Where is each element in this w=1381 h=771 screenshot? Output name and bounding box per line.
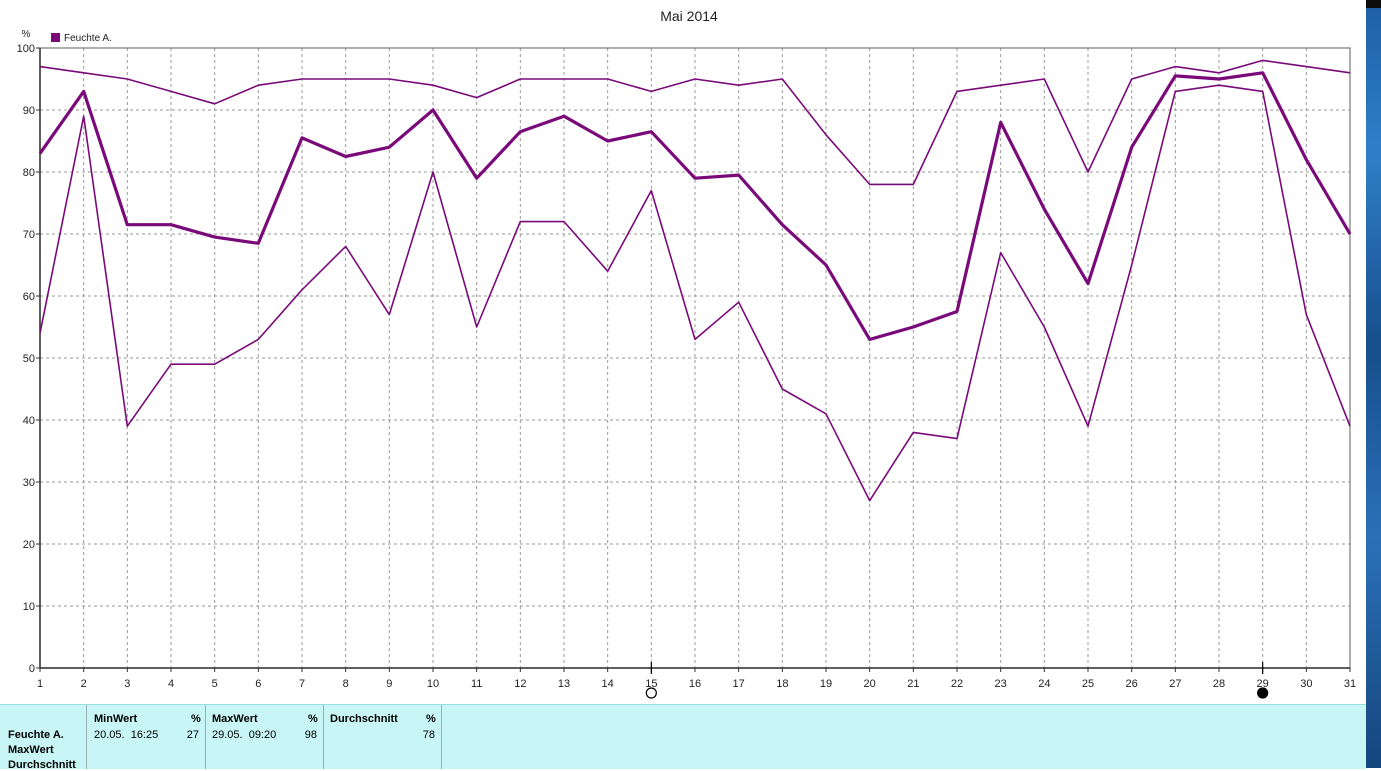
stats-row-series: Feuchte A. — [8, 729, 64, 741]
y-tick-label: 80 — [23, 167, 35, 179]
window-edge-strip — [1366, 0, 1381, 768]
legend-swatch — [51, 33, 60, 42]
x-tick-label: 29 — [1257, 678, 1269, 690]
y-tick-label: 70 — [23, 229, 35, 241]
x-tick-label: 30 — [1300, 678, 1312, 690]
series-line-mean — [38, 71, 1352, 341]
x-tick-label: 24 — [1038, 678, 1050, 690]
y-tick-label: 0 — [29, 663, 35, 675]
stats-min-header: MinWert — [94, 713, 138, 725]
y-axis-unit: % — [22, 29, 31, 40]
x-tick-label: 4 — [168, 678, 174, 690]
stats-max-column: MaxWert % 29.05. 09:20 98 — [206, 705, 324, 769]
stats-mean-header: Durchschnitt — [330, 713, 398, 725]
day-markers — [645, 662, 1269, 699]
x-tick-label: 10 — [427, 678, 439, 690]
y-tick-label: 50 — [23, 353, 35, 365]
x-tick-label: 5 — [212, 678, 218, 690]
chart-title: Mai 2014 — [660, 8, 718, 24]
y-tick-label: 100 — [17, 43, 35, 55]
x-tick-label: 3 — [124, 678, 130, 690]
x-tick-label: 16 — [689, 678, 701, 690]
x-tick-label: 20 — [864, 678, 876, 690]
x-tick-label: 9 — [386, 678, 392, 690]
y-tick-label: 10 — [23, 601, 35, 613]
x-tick-label: 6 — [255, 678, 261, 690]
x-tick-label: 12 — [514, 678, 526, 690]
stats-min-column: MinWert % 20.05. 16:25 27 — [87, 705, 206, 769]
x-tick-label: 31 — [1344, 678, 1356, 690]
x-tick-label: 26 — [1126, 678, 1138, 690]
y-tick-label: 90 — [23, 105, 35, 117]
series-group — [38, 59, 1352, 502]
stats-max-unit: % — [308, 713, 318, 725]
series-line-max — [39, 59, 1351, 186]
stats-min-unit: % — [191, 713, 201, 725]
humidity-chart: Mai 2014 % Feuchte A. 0 10 20 30 40 50 60 70 80 9… — [17, 8, 1356, 699]
x-tick-label: 21 — [907, 678, 919, 690]
full-moon-marker — [1257, 687, 1269, 699]
x-tick-label: 27 — [1169, 678, 1181, 690]
y-tick-label: 20 — [23, 539, 35, 551]
x-tick-label: 14 — [602, 678, 614, 690]
y-tick-label: 30 — [23, 477, 35, 489]
series-line-min — [39, 84, 1351, 502]
stats-max-value: 98 — [304, 729, 317, 741]
y-tick-labels: 0 10 20 30 40 50 60 70 80 90 100 — [17, 43, 40, 675]
new-moon-marker — [645, 687, 657, 699]
x-tick-label: 17 — [733, 678, 745, 690]
statistics-panel: Feuchte A. MaxWert Durchschnitt MinWert … — [0, 704, 1366, 771]
x-tick-label: 13 — [558, 678, 570, 690]
x-tick-label: 7 — [299, 678, 305, 690]
stats-min-when: 20.05. 16:25 — [94, 729, 159, 741]
stats-max-header: MaxWert — [212, 713, 258, 725]
y-tick-label: 60 — [23, 291, 35, 303]
stats-mean-unit: % — [426, 713, 436, 725]
x-tick-label: 2 — [81, 678, 87, 690]
x-tick-label: 1 — [37, 678, 43, 690]
x-tick-label: 23 — [995, 678, 1007, 690]
y-tick-label: 40 — [23, 415, 35, 427]
x-tick-label: 28 — [1213, 678, 1225, 690]
x-tick-label: 19 — [820, 678, 832, 690]
stats-label-column: Feuchte A. MaxWert Durchschnitt — [0, 705, 87, 771]
stats-min-value: 27 — [186, 729, 199, 741]
stats-mean-column: Durchschnitt % 78 — [324, 705, 442, 769]
stats-mean-value: 78 — [422, 729, 435, 741]
x-tick-label: 18 — [776, 678, 788, 690]
stats-row-mean: Durchschnitt — [8, 759, 76, 771]
x-tick-label: 25 — [1082, 678, 1094, 690]
x-tick-label: 11 — [471, 678, 482, 690]
grid — [40, 48, 1350, 668]
legend-label: Feuchte A. — [64, 33, 112, 44]
stats-row-max: MaxWert — [8, 744, 54, 756]
stats-max-when: 29.05. 09:20 — [212, 729, 277, 741]
x-tick-label: 15 — [645, 678, 657, 690]
x-tick-labels: 1 2 3 4 5 6 7 8 9 10 11 12 13 14 15 16 17 18 19 20 21 22 23 24 2… — [37, 668, 1356, 690]
x-tick-label: 8 — [343, 678, 349, 690]
x-tick-label: 22 — [951, 678, 963, 690]
